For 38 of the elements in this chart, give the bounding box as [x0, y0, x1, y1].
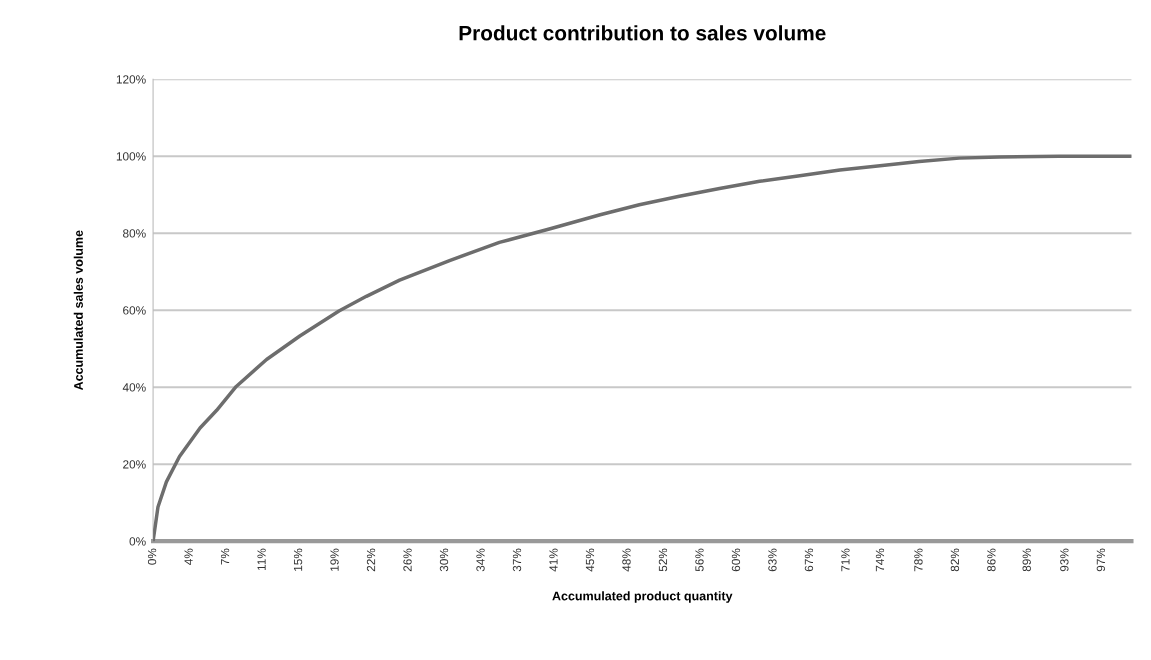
x-axis-title: Accumulated product quantity [552, 591, 733, 603]
x-tick-label: 0% [147, 548, 157, 565]
x-tick-label: 71% [841, 548, 850, 572]
x-tick-label: 4% [184, 548, 193, 565]
x-tick-label: 22% [366, 548, 376, 572]
x-tick-label: 11% [257, 548, 266, 570]
x-tick-label: 60% [731, 548, 741, 572]
y-tick-label: 0% [129, 537, 146, 546]
x-tick-label: 93% [1060, 548, 1069, 572]
x-tick-label: 52% [658, 548, 668, 572]
x-tick-label: 89% [1022, 548, 1031, 572]
x-tick-label: 41% [549, 548, 558, 572]
x-tick-label: 19% [330, 548, 339, 571]
x-tick-label: 82% [950, 548, 960, 572]
x-tick-label: 15% [293, 548, 303, 571]
x-tick-label: 56% [695, 548, 704, 572]
chart-title: Product contribution to sales volume [459, 25, 826, 41]
x-tick-label: 26% [403, 548, 412, 572]
x-tick-label: 74% [875, 548, 885, 572]
x-tick-label: 45% [585, 548, 595, 572]
x-tick-label: 37% [512, 548, 522, 572]
x-tick-label: 34% [476, 548, 485, 572]
x-tick-label: 48% [622, 548, 631, 572]
x-tick-label: 97% [1096, 548, 1106, 572]
y-tick-label: 60% [123, 306, 146, 315]
y-tick-label: 120% [116, 75, 146, 84]
y-axis-title: Accumulated sales volume [73, 230, 83, 391]
x-tick-label: 67% [804, 548, 814, 572]
y-tick-label: 80% [123, 229, 146, 238]
x-tick-label: 63% [768, 548, 777, 572]
x-tick-label: 30% [439, 548, 449, 572]
y-tick-label: 40% [122, 383, 146, 392]
x-tick-label: 86% [987, 548, 996, 572]
line-series [153, 154, 1132, 542]
x-tick-label: 78% [914, 548, 923, 572]
x-tick-label: 7% [220, 548, 230, 565]
y-tick-label: 20% [123, 460, 146, 469]
y-tick-label: 100% [116, 152, 146, 161]
